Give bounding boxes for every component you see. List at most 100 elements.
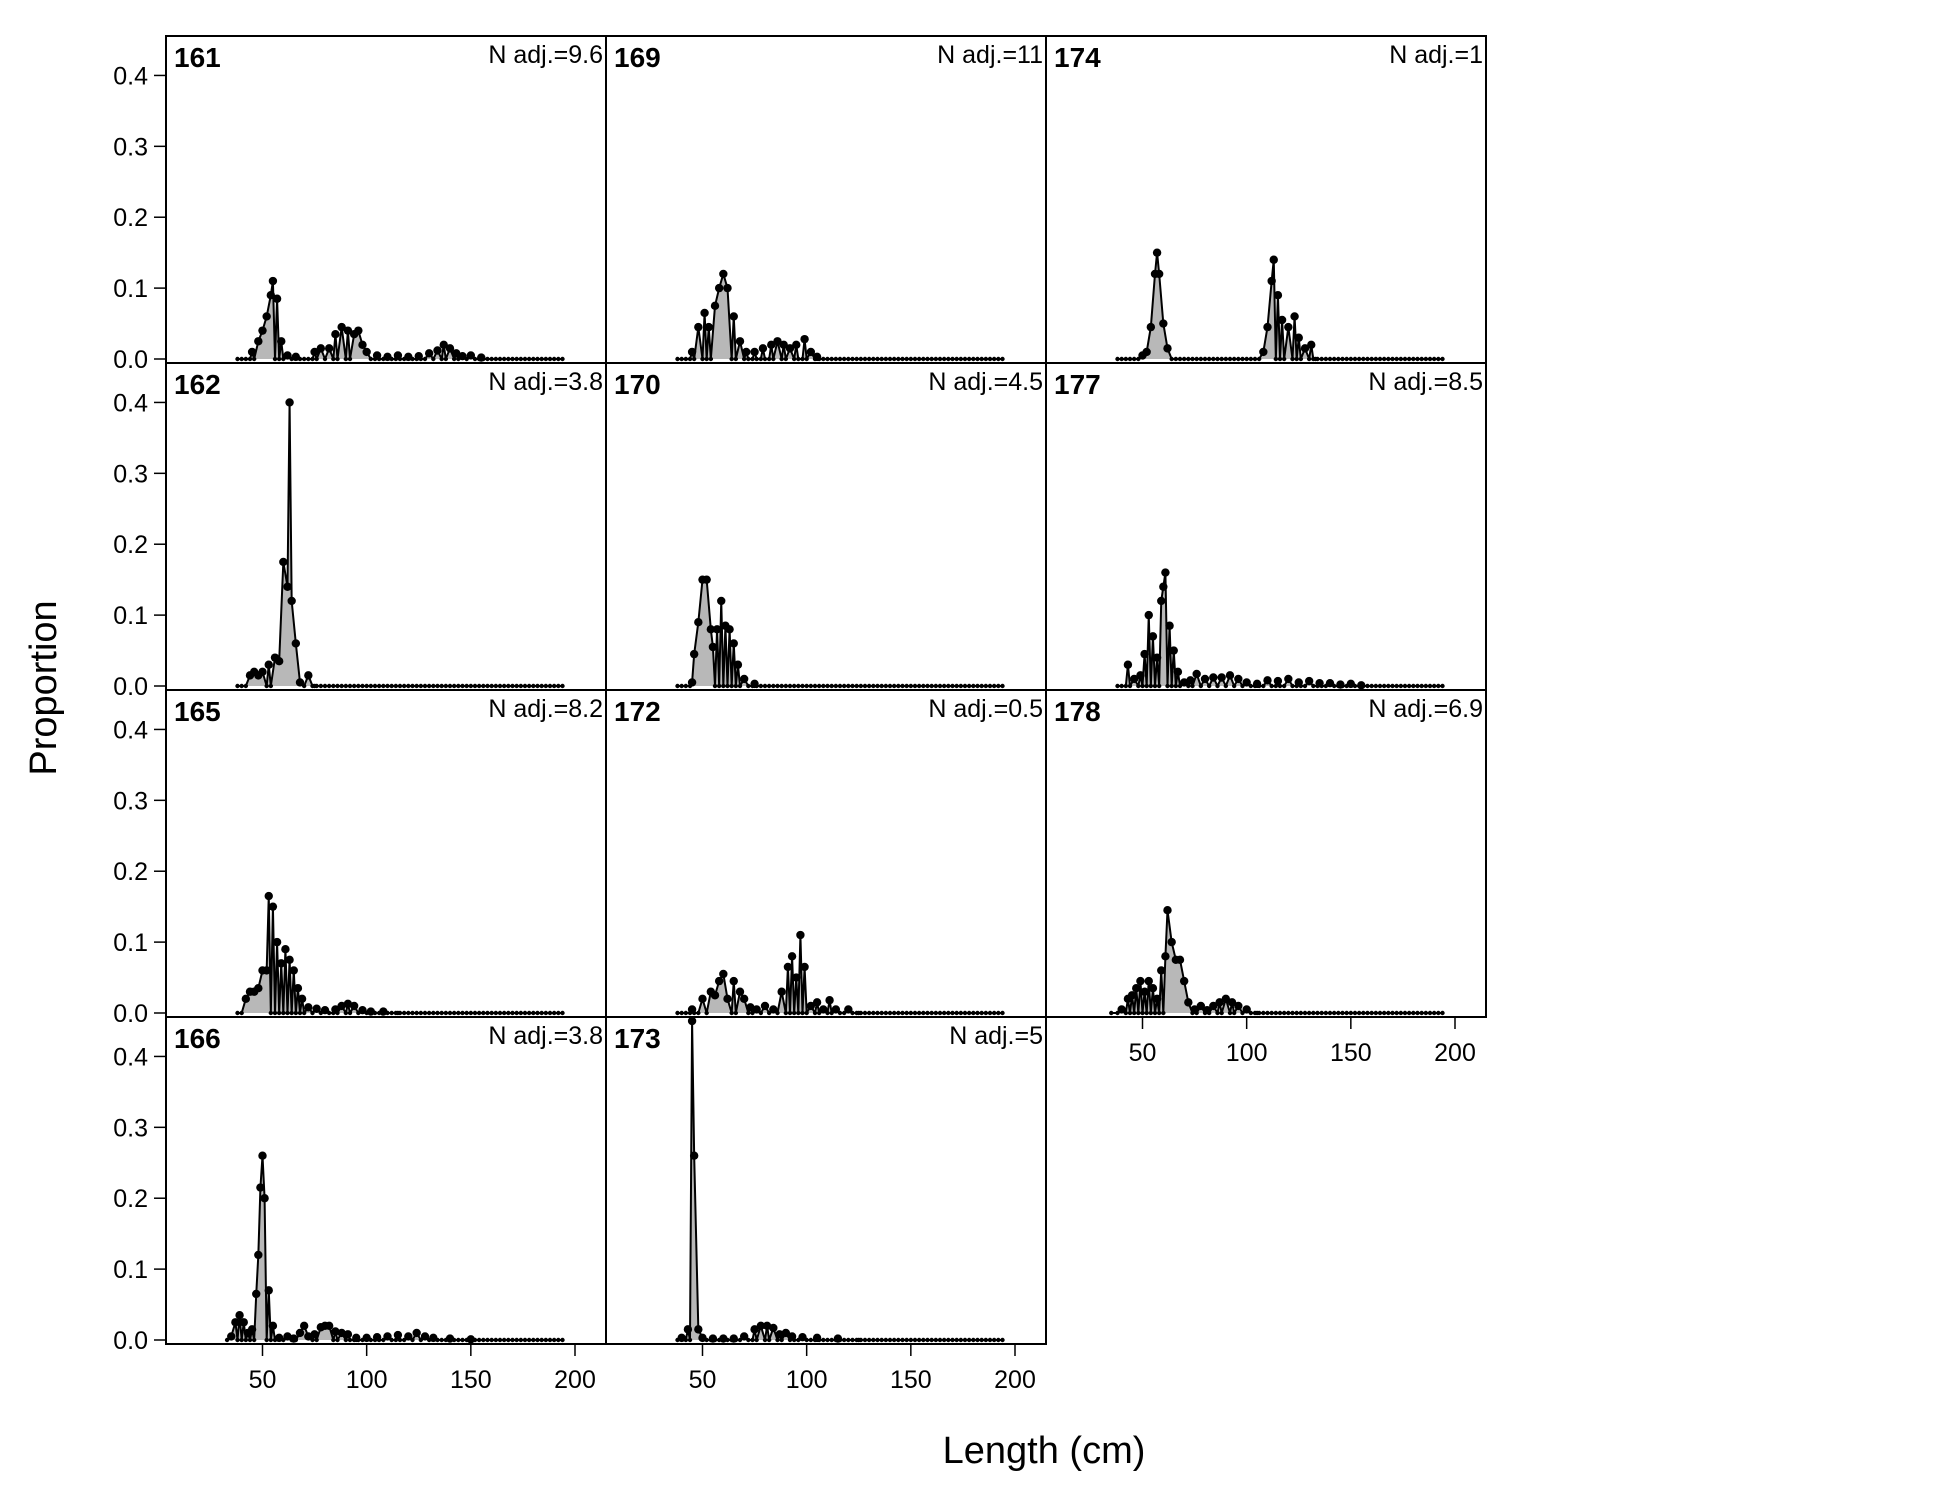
data-point xyxy=(791,356,797,362)
data-point xyxy=(393,683,399,689)
panel-frame xyxy=(165,689,607,1018)
data-point xyxy=(694,1325,703,1334)
data-point xyxy=(506,683,511,689)
data-point xyxy=(397,1337,403,1343)
data-point xyxy=(1152,994,1162,1004)
data-point xyxy=(543,356,549,362)
data-point xyxy=(700,356,705,362)
panel-id-label: 161 xyxy=(174,42,221,73)
data-point xyxy=(1000,683,1005,689)
data-point xyxy=(383,1332,392,1341)
data-point xyxy=(1302,683,1308,689)
panel-id-label: 170 xyxy=(614,369,661,400)
data-point xyxy=(687,347,697,357)
data-point xyxy=(1173,683,1179,689)
data-point xyxy=(800,1010,805,1016)
data-point xyxy=(719,269,728,279)
data-point xyxy=(712,625,722,634)
data-point xyxy=(837,683,843,689)
data-point xyxy=(279,557,288,567)
data-point xyxy=(1215,356,1220,362)
data-point xyxy=(825,1337,830,1343)
data-point xyxy=(501,683,507,689)
panel-frame xyxy=(605,689,1047,1018)
data-point xyxy=(497,356,503,362)
data-point xyxy=(497,1010,503,1016)
data-point xyxy=(875,683,880,689)
data-point xyxy=(1161,568,1170,577)
data-point xyxy=(996,1337,1001,1343)
data-point xyxy=(1000,356,1005,362)
data-point xyxy=(779,1337,784,1343)
panel-174: 174 N adj.=1 xyxy=(1045,35,1487,364)
n-adj-label: N adj.=5 xyxy=(949,1022,1043,1050)
data-point xyxy=(526,683,532,689)
data-point xyxy=(510,683,515,689)
data-point xyxy=(729,683,734,689)
data-point xyxy=(372,1010,378,1016)
data-point xyxy=(262,966,271,975)
data-point xyxy=(1227,356,1233,362)
data-point xyxy=(314,683,319,689)
data-point xyxy=(1242,1005,1251,1014)
data-point xyxy=(1144,976,1153,986)
data-point xyxy=(1263,322,1272,332)
data-point xyxy=(254,337,263,346)
data-point xyxy=(900,356,905,362)
data-point xyxy=(825,683,830,689)
panel-frame xyxy=(165,362,607,691)
data-point xyxy=(535,1337,540,1343)
data-point xyxy=(879,1010,884,1016)
data-point xyxy=(733,1337,739,1343)
data-point xyxy=(256,1183,265,1192)
data-point xyxy=(1365,356,1370,362)
data-point xyxy=(704,1010,709,1016)
data-point xyxy=(950,1010,955,1016)
data-point xyxy=(721,683,726,689)
data-point xyxy=(933,356,939,362)
data-point xyxy=(297,1010,303,1016)
data-point xyxy=(551,1337,557,1343)
data-point xyxy=(758,683,764,689)
data-point xyxy=(241,994,251,1004)
data-point xyxy=(1284,674,1293,684)
data-point xyxy=(1394,683,1399,689)
data-point xyxy=(767,340,776,350)
data-point xyxy=(1148,983,1158,993)
data-point xyxy=(937,356,943,362)
data-point xyxy=(522,1010,528,1016)
data-point xyxy=(785,344,795,353)
data-point xyxy=(472,1010,478,1016)
data-point xyxy=(825,1010,830,1016)
data-point xyxy=(1398,356,1404,362)
data-point xyxy=(975,1337,980,1343)
data-point xyxy=(514,1337,519,1343)
data-point xyxy=(854,356,859,362)
data-point xyxy=(975,1010,980,1016)
data-point xyxy=(1140,987,1149,996)
distribution-fill xyxy=(677,1021,1003,1340)
data-point xyxy=(806,1001,816,1011)
data-point xyxy=(850,356,855,362)
n-adj-label: N adj.=1 xyxy=(1389,41,1483,69)
data-point xyxy=(1000,1337,1005,1343)
data-point xyxy=(1386,356,1391,362)
data-point xyxy=(1423,683,1429,689)
data-point xyxy=(1161,952,1170,961)
data-point xyxy=(1236,356,1241,362)
data-point xyxy=(891,683,897,689)
data-point xyxy=(1336,1010,1341,1016)
data-point xyxy=(1200,674,1210,684)
data-point xyxy=(991,356,997,362)
data-point xyxy=(1436,683,1441,689)
data-point xyxy=(983,356,989,362)
data-point xyxy=(297,356,303,362)
data-point xyxy=(1394,356,1399,362)
data-point xyxy=(966,683,972,689)
n-adj-label: N adj.=9.6 xyxy=(488,41,603,69)
data-point xyxy=(247,1325,257,1334)
data-point xyxy=(1390,683,1395,689)
data-point xyxy=(1323,1010,1329,1016)
data-point xyxy=(301,683,307,689)
data-point xyxy=(433,346,442,355)
